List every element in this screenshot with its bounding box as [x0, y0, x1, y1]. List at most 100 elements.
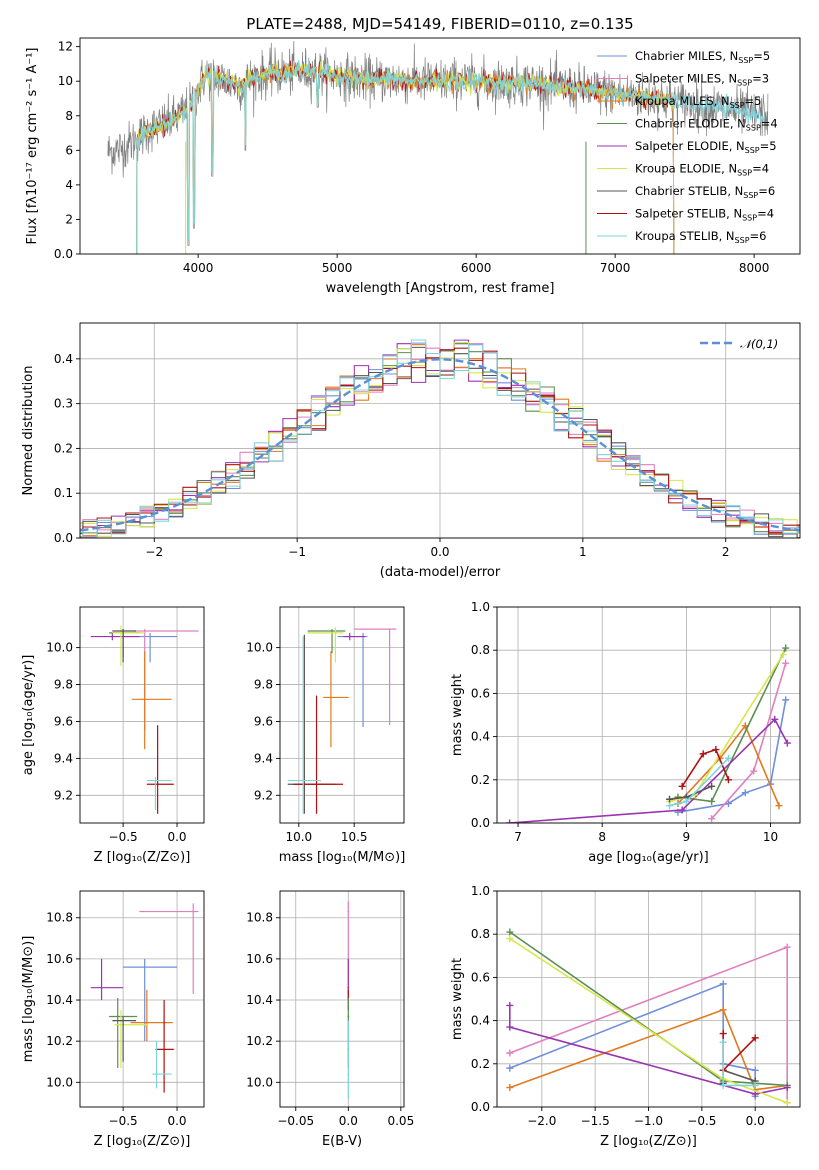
series-line — [722, 1033, 756, 1073]
x-axis-label: Z [log₁₀(Z/Z⊙)] — [600, 1134, 697, 1149]
y-tick-label: 10.2 — [46, 1034, 73, 1048]
data-point — [347, 986, 350, 989]
data-point — [156, 783, 159, 786]
y-tick-label: 1.0 — [471, 600, 490, 614]
y-tick-label: 9.8 — [254, 678, 273, 692]
errorbar-chabrier-stelib — [287, 634, 336, 814]
y-tick-label: 0.0 — [471, 1100, 490, 1114]
plus-marker — [699, 750, 707, 758]
data-point — [330, 696, 332, 699]
weight-series-chabrier-miles — [674, 696, 790, 816]
plus-marker — [751, 1090, 759, 1098]
legend-nssp-prefix: , N — [726, 207, 742, 221]
data-point — [116, 1015, 119, 1018]
x-tick-label: −1.5 — [581, 1114, 610, 1128]
data-point — [145, 1021, 148, 1024]
y-tick-label: 10.8 — [246, 911, 273, 925]
weight-series-chabrier-stelib — [666, 782, 716, 803]
data-point — [347, 1073, 350, 1075]
y-tick-label: 8 — [65, 109, 73, 123]
x-tick-label: 0.0 — [746, 1114, 765, 1128]
x-tick-label: 2 — [722, 545, 730, 559]
legend-nssp-value: =4 — [757, 207, 774, 221]
x-tick-label: 0.0 — [430, 545, 449, 559]
y-tick-label: 0.2 — [54, 441, 73, 455]
y-tick-label: 0.2 — [471, 773, 490, 787]
weight-series-salpeter-miles — [708, 659, 790, 823]
y-tick-label: 10.0 — [246, 641, 273, 655]
plus-marker — [506, 819, 514, 823]
panel-mass-vs-Z: −0.5 0.0 10.0 10.2 10.4 10.6 10.8 Z [log₁₀(Z/Z⊙… — [21, 890, 205, 1149]
y-axis-label: mass weight — [450, 958, 465, 1040]
y-tick-label: 9.2 — [254, 788, 273, 802]
x-tick-label: 9 — [683, 830, 691, 844]
plus-marker — [506, 1001, 514, 1009]
errorbar-kroupa-stelib — [152, 1041, 172, 1089]
weight-series-salpeter-elodie — [506, 715, 791, 823]
y-tick-label: 10.0 — [46, 641, 73, 655]
data-point — [192, 910, 195, 913]
legend-nssp-value: =4 — [752, 162, 769, 176]
errorbar-salpeter-miles — [133, 629, 199, 731]
data-point — [120, 1023, 122, 1026]
series-line — [677, 724, 780, 807]
axes-frame — [79, 890, 205, 1108]
y-tick-label: 9.2 — [54, 788, 73, 802]
plus-marker — [682, 797, 690, 805]
y-tick-label: 9.6 — [54, 714, 73, 728]
plot-area — [506, 644, 791, 823]
legend-nssp-sub: SSP — [742, 214, 757, 223]
plus-marker — [779, 651, 787, 659]
plot-area — [287, 627, 397, 814]
data-point — [143, 630, 146, 632]
series-line — [509, 982, 757, 1097]
y-tick-label: 12 — [58, 40, 73, 54]
data-point — [348, 635, 351, 638]
legend-nssp-value: =6 — [750, 229, 767, 243]
plus-marker — [506, 1049, 514, 1057]
y-tick-label: 10.6 — [46, 952, 73, 966]
plus-marker — [751, 1081, 759, 1089]
x-tick-label: −1 — [288, 545, 306, 559]
errorbar-salpeter-stelib — [146, 725, 174, 814]
y-tick-label: 10.6 — [246, 952, 273, 966]
plus-marker — [506, 935, 514, 943]
x-tick-label: −2 — [145, 545, 163, 559]
y-tick-label: 10.0 — [46, 1075, 73, 1089]
errorbar-kroupa-stelib — [347, 1020, 350, 1099]
plus-marker — [751, 1066, 759, 1074]
series-line — [509, 1008, 788, 1091]
panel-spectrum: 4000 5000 6000 7000 8000 0.0 2 4 6 8 10 12 wavelengt… — [25, 37, 801, 296]
plot-area — [506, 928, 791, 1107]
y-tick-label: 4 — [65, 178, 73, 192]
y-tick-label: 0.2 — [471, 1057, 490, 1071]
errorbar-kroupa-elodie — [307, 627, 344, 663]
x-tick-label: 10 — [763, 830, 778, 844]
panel-weight-vs-Z: −2.0 −1.5 −1.0 −0.5 0.0 0.0 0.2 0.4 0.6 0.8 1.0 Z [… — [450, 884, 801, 1149]
errorbar-kroupa-stelib — [287, 636, 321, 814]
x-tick-label: −0.5 — [109, 1114, 138, 1128]
plus-marker — [678, 782, 686, 790]
x-tick-label: −0.05 — [277, 1114, 314, 1128]
data-point — [163, 1048, 166, 1051]
y-tick-label: 0.4 — [471, 730, 490, 744]
y-tick-label: 10 — [58, 74, 73, 88]
legend-series-name: Kroupa ELODIE — [635, 162, 721, 176]
legend-nssp-prefix: , N — [721, 72, 737, 86]
panel-age-vs-Z: −0.5 0.0 9.2 9.4 9.6 9.8 10.0 Z [log₁₀(Z/Z⊙)] ag… — [21, 606, 205, 865]
y-axis-label: mass [log₁₀(M/M⊙)] — [21, 936, 36, 1063]
x-axis-label: wavelength [Angstrom, rest frame] — [326, 281, 555, 296]
x-tick-label: 4000 — [183, 261, 214, 275]
y-tick-label: 0.0 — [54, 247, 73, 261]
errorbar-kroupa-stelib — [146, 776, 172, 811]
errorbar-kroupa-elodie — [114, 1010, 148, 1068]
y-tick-label: 10.0 — [246, 1075, 273, 1089]
errorbar-salpeter-stelib — [293, 695, 344, 814]
data-point — [388, 628, 391, 631]
x-tick-label: 0.05 — [387, 1114, 414, 1128]
plus-marker — [783, 1084, 791, 1092]
x-tick-label: 10.5 — [341, 830, 368, 844]
legend-nssp-prefix: , N — [729, 139, 745, 153]
axes-frame — [79, 322, 801, 539]
data-point — [334, 631, 337, 634]
